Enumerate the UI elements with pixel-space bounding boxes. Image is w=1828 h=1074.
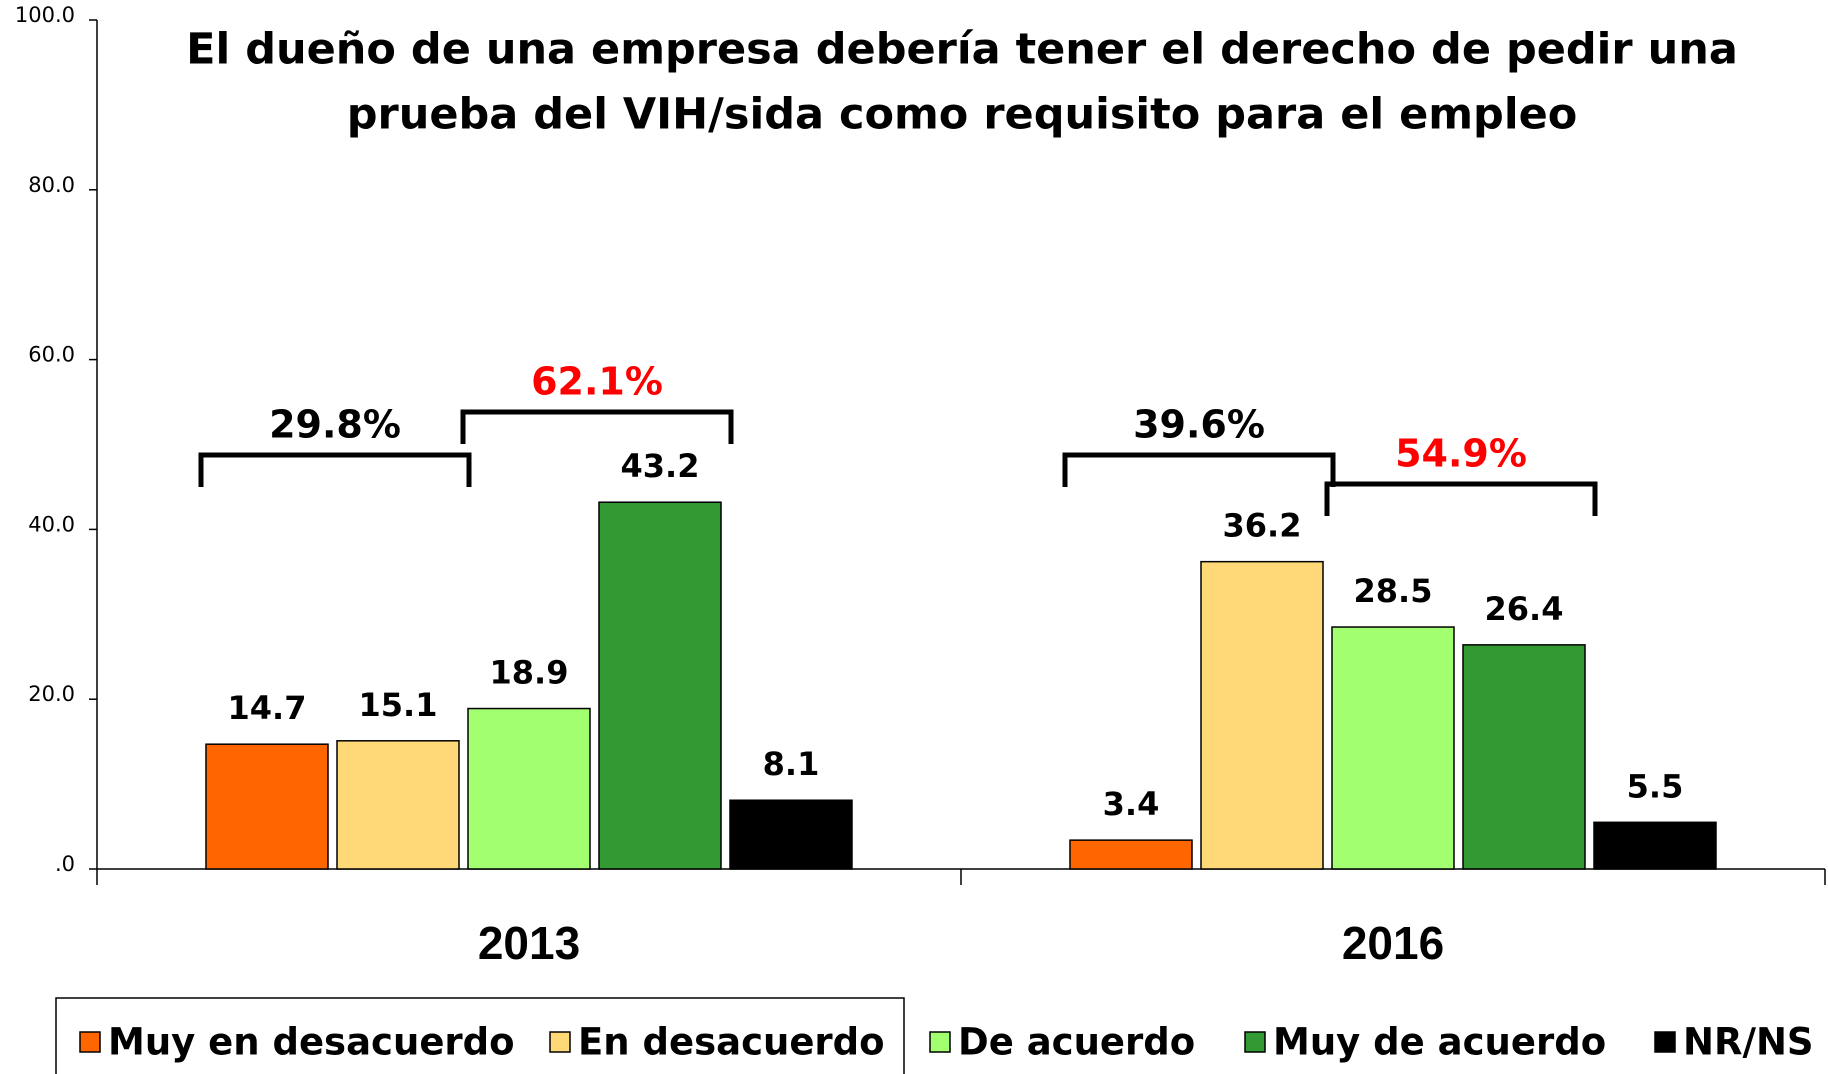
value-label: 5.5: [1627, 767, 1684, 805]
value-label: 43.2: [621, 447, 700, 485]
bar: [1200, 560, 1324, 870]
bracket: [198, 452, 472, 487]
value-label: 3.4: [1103, 785, 1160, 823]
value-label: 28.5: [1354, 572, 1433, 610]
legend-label: Muy en desacuerdo: [108, 1021, 515, 1064]
annotation: 39.6%: [1133, 403, 1265, 447]
bar: [1593, 821, 1717, 870]
legend-swatch: [1654, 1031, 1676, 1053]
legend-swatch: [929, 1031, 951, 1053]
value-label: 18.9: [490, 654, 569, 692]
legend-label: NR/NS: [1683, 1021, 1814, 1064]
bar: [598, 501, 722, 870]
annotation: 62.1%: [531, 360, 663, 404]
bar: [1331, 626, 1455, 870]
chart-title: El dueño de una empresa debería tener el…: [186, 25, 1738, 75]
x-tick-label: 2016: [1342, 917, 1444, 969]
bracket: [1062, 452, 1336, 487]
value-label: 26.4: [1485, 590, 1564, 628]
value-label: 36.2: [1223, 507, 1302, 545]
value-label: 14.7: [228, 689, 307, 727]
bar: [467, 707, 591, 870]
y-tick-label: 80.0: [28, 173, 75, 197]
value-label: 8.1: [763, 745, 820, 783]
legend-box: [55, 997, 905, 1074]
bracket: [1324, 481, 1598, 516]
legend-swatch: [79, 1031, 101, 1053]
bar: [336, 740, 460, 870]
legend-label: Muy de acuerdo: [1273, 1021, 1606, 1064]
bar: [729, 799, 853, 870]
x-tick-label: 2013: [478, 917, 580, 969]
legend-label: En desacuerdo: [578, 1021, 885, 1064]
bar: [205, 743, 329, 870]
legend-label: De acuerdo: [958, 1021, 1195, 1064]
bracket: [460, 409, 734, 444]
y-tick-label: .0: [55, 852, 75, 876]
legend-swatch: [549, 1031, 571, 1053]
legend-swatch: [1244, 1031, 1266, 1053]
chart-title: prueba del VIH/sida como requisito para …: [347, 90, 1578, 140]
y-tick-label: 20.0: [28, 682, 75, 706]
y-tick-label: 60.0: [28, 343, 75, 367]
y-tick-label: 100.0: [15, 3, 75, 27]
bar: [1069, 839, 1193, 870]
y-tick-label: 40.0: [28, 512, 75, 536]
bar: [1462, 644, 1586, 870]
value-label: 15.1: [359, 686, 438, 724]
annotation: 54.9%: [1395, 432, 1527, 476]
annotation: 29.8%: [269, 403, 401, 447]
